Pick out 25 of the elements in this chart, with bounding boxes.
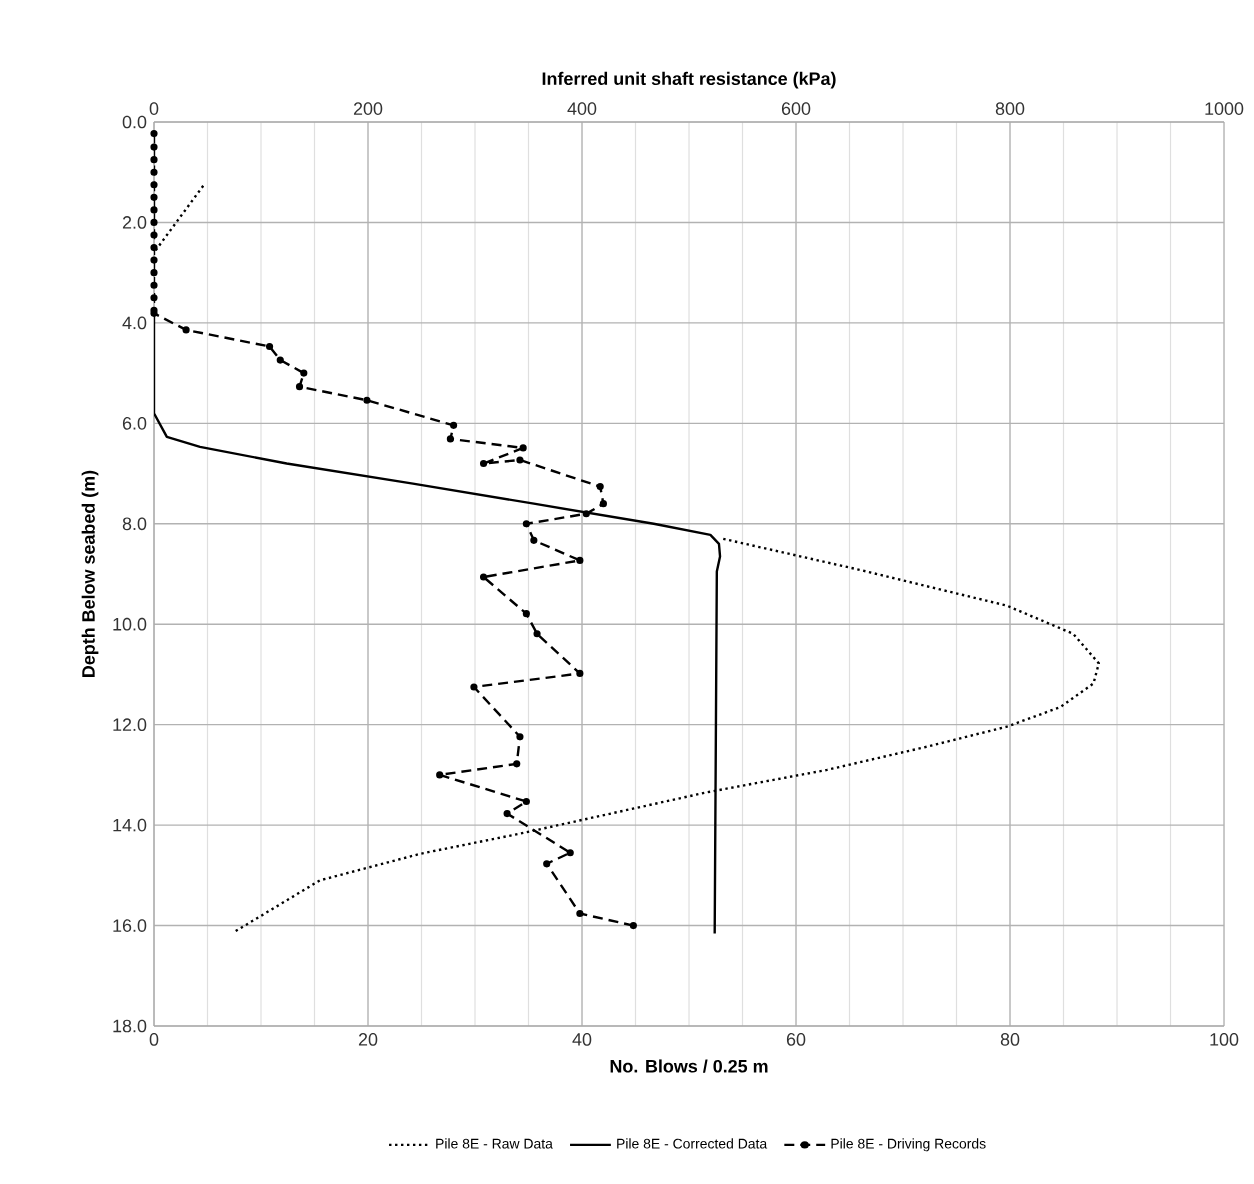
y-tick-label: 14.0 [113,818,147,832]
x-tick-label: 40 [572,1033,592,1046]
x2-tick-label: 0 [149,102,159,115]
x2-tick-label: 800 [995,102,1025,115]
x2-tick-label: 1000 [1205,102,1244,115]
y-tick-label: 8.0 [122,517,147,531]
y-tick-label: 16.0 [113,919,147,932]
y-tick-label: 4.0 [122,316,147,330]
x-tick-label: 100 [1210,1033,1239,1046]
x-tick-label: 0 [149,1033,159,1046]
x-tick-label: 80 [1000,1033,1020,1046]
x-tick-label: 20 [358,1033,378,1046]
y-tick-label: 0.0 [122,115,147,129]
y-tick-label: 6.0 [122,416,147,430]
x2-axis-title: Inferred unit shaft resistance (kPa) [542,71,836,89]
y-axis-title: Depth Below seabed (m) [81,470,99,677]
y-tick-label: 18.0 [113,1019,147,1033]
x2-tick-label: 200 [353,102,383,115]
y-tick-label: 10.0 [113,617,147,631]
y-tick-label: 2.0 [122,216,147,229]
x-axis-title: No. Blows / 0.25 m [610,1059,768,1073]
x-tick-label: 60 [786,1033,806,1046]
x2-tick-label: 400 [567,102,597,115]
y-tick-label: 12.0 [113,718,147,732]
x2-tick-label: 600 [781,102,811,115]
